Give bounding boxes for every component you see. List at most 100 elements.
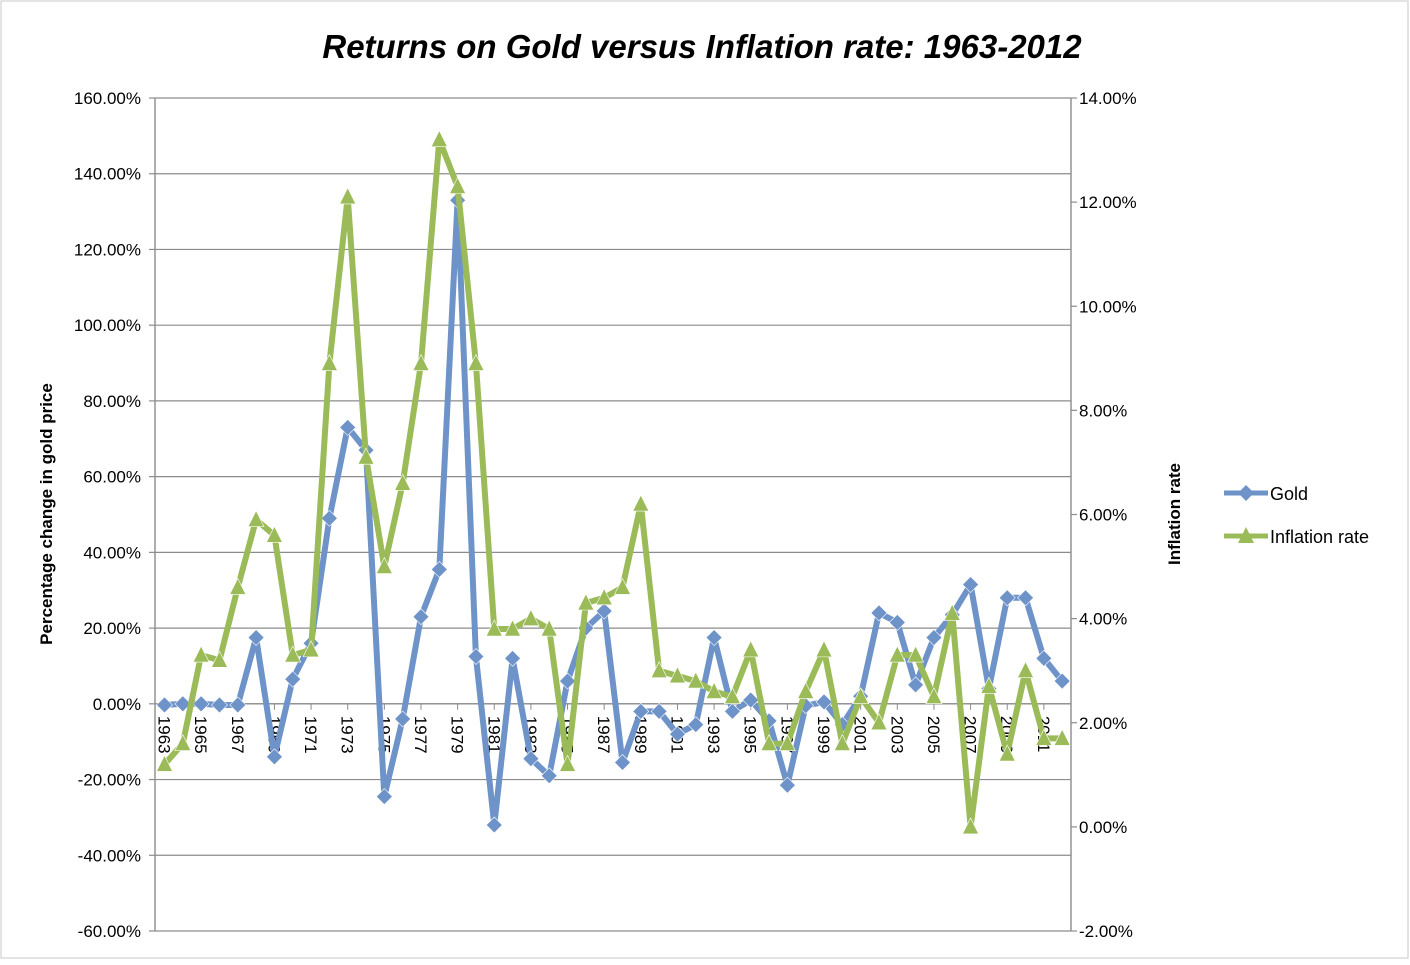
series-inflation [156,129,1071,835]
data-point [412,608,430,626]
y2-tick-label: 14.00% [1079,89,1137,108]
data-point [357,447,375,465]
data-point [485,619,503,637]
data-point [430,129,448,147]
data-point [1035,649,1053,667]
x-tick-label: 1967 [228,716,247,754]
data-point [925,629,943,646]
y2-tick-label: 10.00% [1079,297,1137,316]
x-tick-label: 1999 [814,716,833,754]
y-tick-label: 120.00% [74,240,141,259]
data-point [247,510,265,528]
data-point [907,676,925,694]
data-point [284,645,302,663]
data-point [504,649,522,667]
data-point [943,603,961,621]
y2-tick-label: 8.00% [1079,401,1127,420]
x-tick-label: 1973 [338,716,357,754]
data-point [284,670,302,688]
data-point [778,776,796,794]
data-point [339,187,357,205]
y-tick-label: -20.00% [78,771,141,790]
data-point [394,710,412,728]
data-point [156,696,173,714]
data-point [192,695,210,713]
data-point [174,733,192,751]
x-tick-label: 1963 [155,716,174,754]
legend-inflation-marker [1238,527,1254,543]
data-point [1017,589,1034,607]
y-tick-label: 60.00% [83,468,141,487]
data-point [705,629,723,646]
data-point [1035,728,1053,746]
data-point [1017,661,1035,678]
data-point [174,695,192,713]
y-tick-label: 20.00% [83,619,141,638]
axes: 160.00% 140.00% 120.00% 100.00% 80.00% 60.00%… [74,89,1137,941]
data-point [504,619,522,637]
data-point [668,666,686,684]
data-point [229,577,247,595]
x-tick-label: 1993 [704,716,723,754]
y-tick-label: -60.00% [78,922,141,941]
series-layer [156,129,1071,835]
y2-tick-label: 6.00% [1079,506,1127,525]
data-point [430,560,448,578]
data-point [540,619,558,637]
x-tick-label: 1995 [741,716,760,754]
data-point [632,494,650,512]
legend-item-inflation: Inflation rate [1224,527,1369,547]
legend-gold-marker [1238,485,1254,501]
data-point [485,816,503,834]
y2-tick-label: 0.00% [1079,818,1127,837]
y2-tick-label: 4.00% [1079,610,1127,629]
data-point [650,702,668,720]
data-point [980,676,998,694]
data-point [247,629,265,646]
x-tick-label: 1965 [191,716,210,754]
x-tick-label: 1971 [301,716,320,754]
data-point [925,687,943,705]
data-point [907,645,925,663]
x-tick-label: 2003 [887,716,906,754]
data-point [998,589,1016,607]
data-point [797,681,815,699]
data-point [320,353,338,371]
data-point [852,687,870,705]
data-point [320,509,338,527]
data-point [265,525,283,543]
data-point [778,733,796,751]
data-point [192,645,210,663]
data-point [815,693,833,711]
y-axis-title: Percentage change in gold price [37,383,56,645]
data-point [962,817,980,835]
data-point [742,640,760,658]
x-tick-label: 2001 [851,716,870,754]
data-point [467,648,485,665]
x-tick-label: 1981 [484,716,503,754]
y-tick-label: 80.00% [83,392,141,411]
data-point [815,640,833,658]
y2-tick-label: 12.00% [1079,193,1137,212]
data-point [210,650,228,668]
data-point [1053,728,1071,746]
data-point [870,604,888,622]
data-point [888,645,906,663]
data-point [760,733,778,751]
y2-tick-label: 2.00% [1079,714,1127,733]
y-tick-label: 100.00% [74,316,141,335]
data-point [229,696,247,714]
x-tick-label: 2005 [924,716,943,754]
y-tick-label: 40.00% [83,543,141,562]
legend-inflation-label: Inflation rate [1270,527,1369,547]
data-point [522,608,540,626]
x-tick-label: 1979 [448,716,467,754]
data-point [723,687,741,705]
data-point [723,702,741,720]
legend: Gold Inflation rate [1224,484,1369,547]
data-point [595,602,613,620]
y-tick-label: 0.00% [93,695,141,714]
data-point [522,750,540,768]
